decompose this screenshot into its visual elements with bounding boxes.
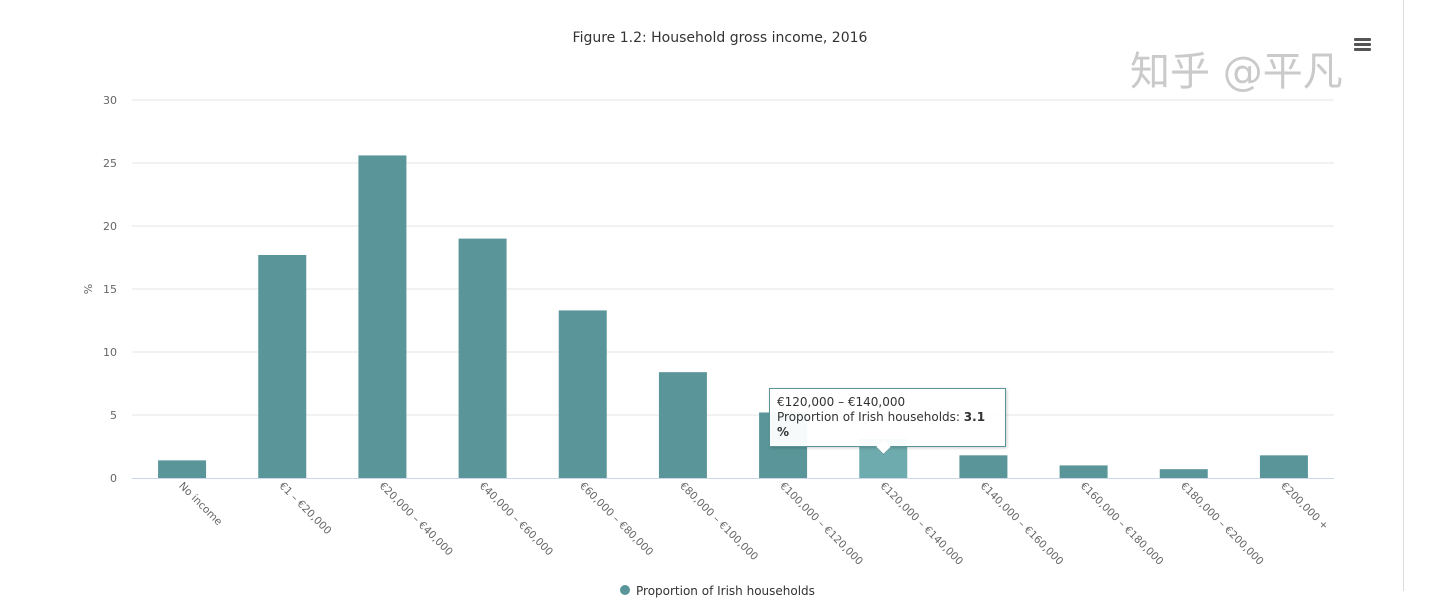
x-tick-label: No income <box>176 480 224 528</box>
bar <box>959 455 1008 478</box>
bar <box>458 238 507 478</box>
y-tick-label: 15 <box>103 283 117 296</box>
bar <box>1259 455 1308 478</box>
y-tick-label: 20 <box>103 220 117 233</box>
tooltip-label: Proportion of Irish households: <box>777 410 964 424</box>
x-tick-label: €140,000 – €160,000 <box>978 480 1066 568</box>
x-tick-label: €200,000 + <box>1278 480 1331 533</box>
x-tick-label: €80,000 – €100,000 <box>677 480 760 563</box>
watermark: 知乎 @平凡 <box>1130 49 1343 95</box>
x-tick-label: €1 – €20,000 <box>276 480 333 537</box>
x-tick-label: €60,000 – €80,000 <box>577 480 655 558</box>
x-tick-label: €160,000 – €180,000 <box>1078 480 1166 568</box>
bar <box>558 310 607 478</box>
x-tick-label: €120,000 – €140,000 <box>877 480 965 568</box>
tooltip: €120,000 – €140,000 Proportion of Irish … <box>769 388 1006 447</box>
bar <box>358 155 407 478</box>
bar <box>1159 469 1208 478</box>
x-tick-label: €40,000 – €60,000 <box>477 480 555 558</box>
bar <box>158 460 207 478</box>
y-tick-label: 10 <box>103 346 117 359</box>
legend-item[interactable]: Proportion of Irish households <box>620 584 815 598</box>
y-axis-title: % <box>82 284 95 294</box>
x-tick-label: €100,000 – €120,000 <box>777 480 865 568</box>
bar <box>1059 465 1108 478</box>
y-tick-label: 25 <box>103 157 117 170</box>
legend-label: Proportion of Irish households <box>636 584 815 598</box>
bar <box>258 254 307 478</box>
menu-icon[interactable] <box>1354 38 1371 52</box>
tooltip-value: 3.1 % <box>777 410 986 439</box>
y-tick-label: 30 <box>103 94 117 107</box>
x-tick-label: €20,000 – €40,000 <box>377 480 455 558</box>
y-tick-label: 5 <box>110 409 117 422</box>
y-tick-label: 0 <box>110 472 117 485</box>
bar <box>658 372 707 478</box>
legend-marker-icon <box>620 585 630 595</box>
chart-title: Figure 1.2: Household gross income, 2016 <box>572 30 868 46</box>
tooltip-category: €120,000 – €140,000 <box>777 395 906 409</box>
divider <box>1403 0 1404 591</box>
x-tick-label: €180,000 – €200,000 <box>1178 480 1266 568</box>
